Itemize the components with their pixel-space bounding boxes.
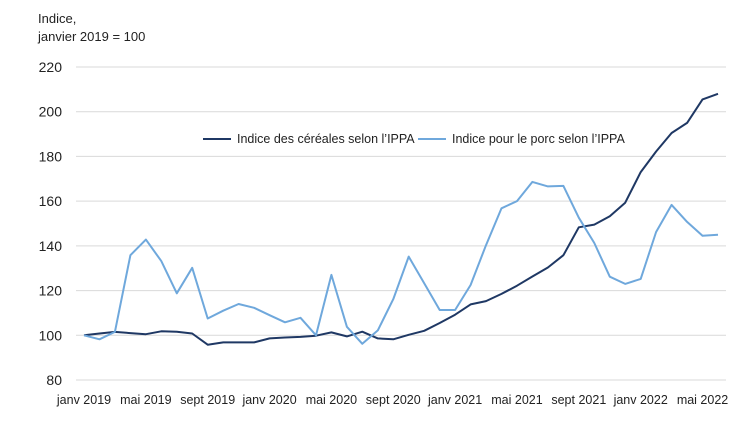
x-tick-label: janv 2019 bbox=[56, 393, 111, 407]
legend: Indice des céréales selon l’IPPA Indice p… bbox=[203, 132, 625, 146]
x-tick-label: mai 2021 bbox=[491, 393, 542, 407]
series-line-1 bbox=[83, 92, 719, 346]
y-tick-label: 120 bbox=[39, 283, 63, 299]
legend-label: Indice pour le porc selon l’IPPA bbox=[452, 132, 625, 146]
y-tick-label: 80 bbox=[46, 372, 62, 388]
gridlines bbox=[76, 66, 726, 381]
x-tick-label: janv 2020 bbox=[241, 393, 296, 407]
x-tick-label: mai 2020 bbox=[306, 393, 357, 407]
legend-label: Indice des céréales selon l’IPPA bbox=[237, 132, 415, 146]
x-tick-label: janv 2022 bbox=[613, 393, 668, 407]
x-tick-label: janv 2021 bbox=[427, 393, 482, 407]
y-tick-label: 180 bbox=[39, 148, 63, 164]
y-tick-labels: 80 100 120 140 160 180 200 220 bbox=[39, 59, 63, 388]
y-tick-label: 140 bbox=[39, 238, 63, 254]
x-tick-label: sept 2020 bbox=[366, 393, 421, 407]
series-line-2 bbox=[83, 180, 719, 345]
y-tick-label: 100 bbox=[39, 327, 63, 343]
y-tick-label: 160 bbox=[39, 193, 63, 209]
y-tick-label: 200 bbox=[39, 104, 63, 120]
y-axis-title-line2: janvier 2019 = 100 bbox=[38, 29, 146, 44]
x-tick-label: sept 2021 bbox=[551, 393, 606, 407]
x-tick-labels: janv 2019 mai 2019 sept 2019 janv 2020 mai 2… bbox=[56, 393, 728, 407]
series-lines bbox=[83, 92, 719, 346]
y-tick-label: 220 bbox=[39, 59, 63, 75]
x-tick-label: sept 2019 bbox=[180, 393, 235, 407]
x-tick-label: mai 2022 bbox=[677, 393, 728, 407]
x-tick-label: mai 2019 bbox=[120, 393, 171, 407]
y-axis-title-line1: Indice, bbox=[38, 11, 77, 26]
